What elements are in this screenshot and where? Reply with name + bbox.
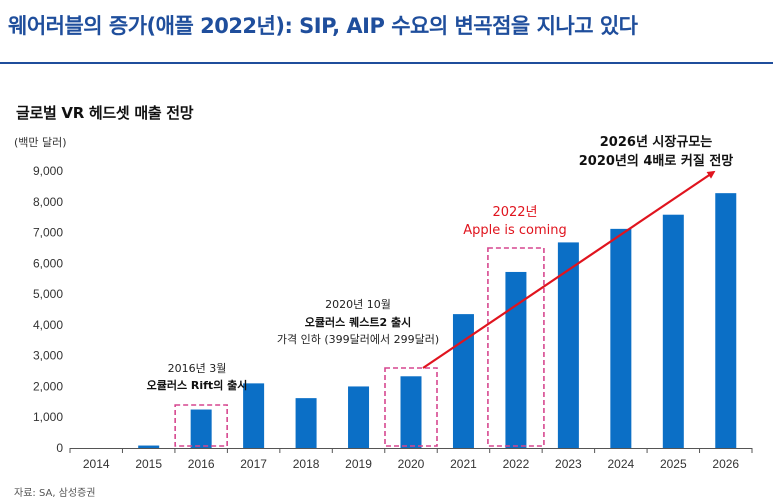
source-note: 자료: SA, 삼성증권: [14, 488, 96, 499]
x-tick-label: 2025: [660, 457, 687, 471]
x-tick-label: 2023: [555, 457, 582, 471]
y-tick-label: 8,000: [33, 195, 63, 209]
y-tick-label: 0: [56, 441, 63, 455]
bar-2021: [452, 314, 474, 448]
chart-title: 글로벌 VR 헤드셋 매출 전망: [16, 104, 194, 122]
bar-2017: [243, 383, 265, 448]
rift-annotation-line1: 2016년 3월: [168, 362, 227, 375]
bar-2023: [557, 242, 579, 448]
y-tick-label: 3,000: [33, 349, 63, 363]
apple-annotation-line2: Apple is coming: [463, 223, 567, 238]
y-tick-label: 7,000: [33, 226, 63, 240]
page-headline: 웨어러블의 증가(애플 2022년): SIP, AIP 수요의 변곡점을 지나…: [8, 14, 638, 38]
x-tick-label: 2016: [188, 457, 215, 471]
bar-2026: [715, 193, 737, 448]
y-tick-label: 2,000: [33, 379, 63, 393]
bar-2015: [138, 445, 160, 448]
apple-annotation-line1: 2022년: [492, 205, 537, 220]
x-tick-label: 2015: [135, 457, 162, 471]
quest2-highlight-box: [384, 367, 438, 447]
x-tick-label: 2022: [503, 457, 530, 471]
y-tick-label: 5,000: [33, 287, 63, 301]
quest2-annotation-line1: 2020년 10월: [325, 298, 391, 311]
bar-2016: [190, 409, 212, 448]
outlook-annotation-line2: 2020년의 4배로 커질 전망: [579, 153, 734, 169]
x-tick-label: 2017: [240, 457, 267, 471]
apple-highlight-box: [487, 247, 545, 447]
bar-2025: [662, 214, 684, 448]
x-tick-label: 2018: [293, 457, 320, 471]
rift-highlight-box: [174, 404, 228, 447]
y-tick-label: 9,000: [33, 164, 63, 178]
x-tick-label: 2024: [607, 457, 634, 471]
growth-arrow-line: [422, 170, 716, 369]
bar-2022: [505, 271, 527, 448]
x-tick-label: 2014: [83, 457, 110, 471]
quest2-annotation-line3: 가격 인하 (399달러에서 299달러): [277, 332, 439, 346]
y-tick-label: 6,000: [33, 256, 63, 270]
y-tick-label: 1,000: [33, 410, 63, 424]
headline-divider: [0, 62, 773, 64]
y-tick-label: 4,000: [33, 318, 63, 332]
outlook-annotation-line1: 2026년 시장규모는: [600, 134, 713, 150]
bar-2020: [400, 376, 422, 448]
highlight-boxes: [174, 247, 545, 447]
bar-2019: [348, 386, 370, 448]
y-axis-ticks: 0 1,000 2,000 3,000 4,000 5,000 6,000 7,000 8,00…: [33, 164, 63, 455]
growth-arrow: [422, 170, 716, 369]
x-tick-label: 2020: [398, 457, 425, 471]
x-tick-label: 2026: [712, 457, 739, 471]
rift-annotation-line2: 오큘러스 Rift의 출시: [147, 378, 248, 392]
x-axis-ticks: 2014 2015 2016 2017 2018 2019 2020 2021 2022 2023…: [69, 448, 753, 471]
bar-2024: [610, 228, 632, 448]
y-axis-unit: (백만 달러): [14, 136, 67, 149]
quest2-annotation-line2: 오큘러스 퀘스트2 출시: [305, 315, 411, 329]
bars: [138, 193, 737, 448]
x-tick-label: 2021: [450, 457, 477, 471]
bar-2018: [295, 398, 317, 448]
x-tick-label: 2019: [345, 457, 372, 471]
